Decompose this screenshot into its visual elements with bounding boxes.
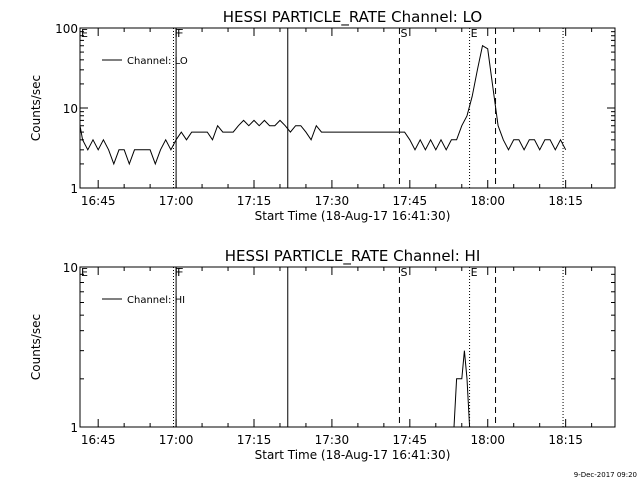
event-marker-label: F (174, 27, 180, 40)
x-tick-label: 17:45 (393, 194, 428, 208)
y-tick-label: 1 (70, 182, 78, 196)
event-marker-label: F (177, 27, 183, 40)
event-marker-label: E (471, 27, 478, 40)
event-marker-label: E (471, 266, 478, 279)
plot-frame (79, 266, 616, 428)
x-tick-label: 17:00 (159, 194, 194, 208)
series-line (453, 350, 473, 428)
panel-lo: HESSI PARTICLE_RATE Channel: LO Counts/se… (29, 8, 616, 223)
event-marker-label: E (81, 27, 88, 40)
x-tick-label: 18:15 (548, 194, 583, 208)
chart-title: HESSI PARTICLE_RATE Channel: LO (223, 8, 482, 27)
series-line (79, 44, 567, 166)
footer-timestamp: 9-Dec-2017 09:20 (574, 471, 637, 479)
y-axis-label: Counts/sec (29, 75, 43, 141)
y-tick-label: 100 (55, 22, 78, 36)
y-axis-label: Counts/sec (29, 314, 43, 380)
event-marker-label: S (400, 27, 407, 40)
chart-title: HESSI PARTICLE_RATE Channel: HI (225, 247, 481, 266)
x-tick-label: 17:15 (237, 194, 272, 208)
x-tick-label: 17:00 (159, 433, 194, 447)
x-axis-label: Start Time (18-Aug-17 16:41:30) (255, 209, 451, 223)
y-tick-label: 10 (63, 261, 78, 275)
event-marker-label: E (81, 266, 88, 279)
legend-label: Channel: HI (127, 295, 185, 306)
y-tick-label: 10 (63, 102, 78, 116)
x-tick-label: 17:30 (315, 194, 350, 208)
x-tick-label: 18:00 (470, 433, 505, 447)
legend-label: Channel: LO (127, 56, 188, 67)
event-marker-label: S (400, 266, 407, 279)
plot-frame (79, 27, 616, 189)
x-tick-label: 17:45 (393, 433, 428, 447)
x-tick-label: 18:00 (470, 194, 505, 208)
x-tick-label: 17:15 (237, 433, 272, 447)
x-tick-label: 17:30 (315, 433, 350, 447)
x-tick-label: 18:15 (548, 433, 583, 447)
y-tick-label: 1 (70, 421, 78, 435)
x-tick-label: 16:45 (81, 194, 116, 208)
x-axis-label: Start Time (18-Aug-17 16:41:30) (255, 448, 451, 462)
panel-hi: HESSI PARTICLE_RATE Channel: HI Counts/se… (29, 247, 616, 462)
event-marker-label: F (174, 266, 180, 279)
x-tick-label: 16:45 (81, 433, 116, 447)
event-marker-label: F (177, 266, 183, 279)
